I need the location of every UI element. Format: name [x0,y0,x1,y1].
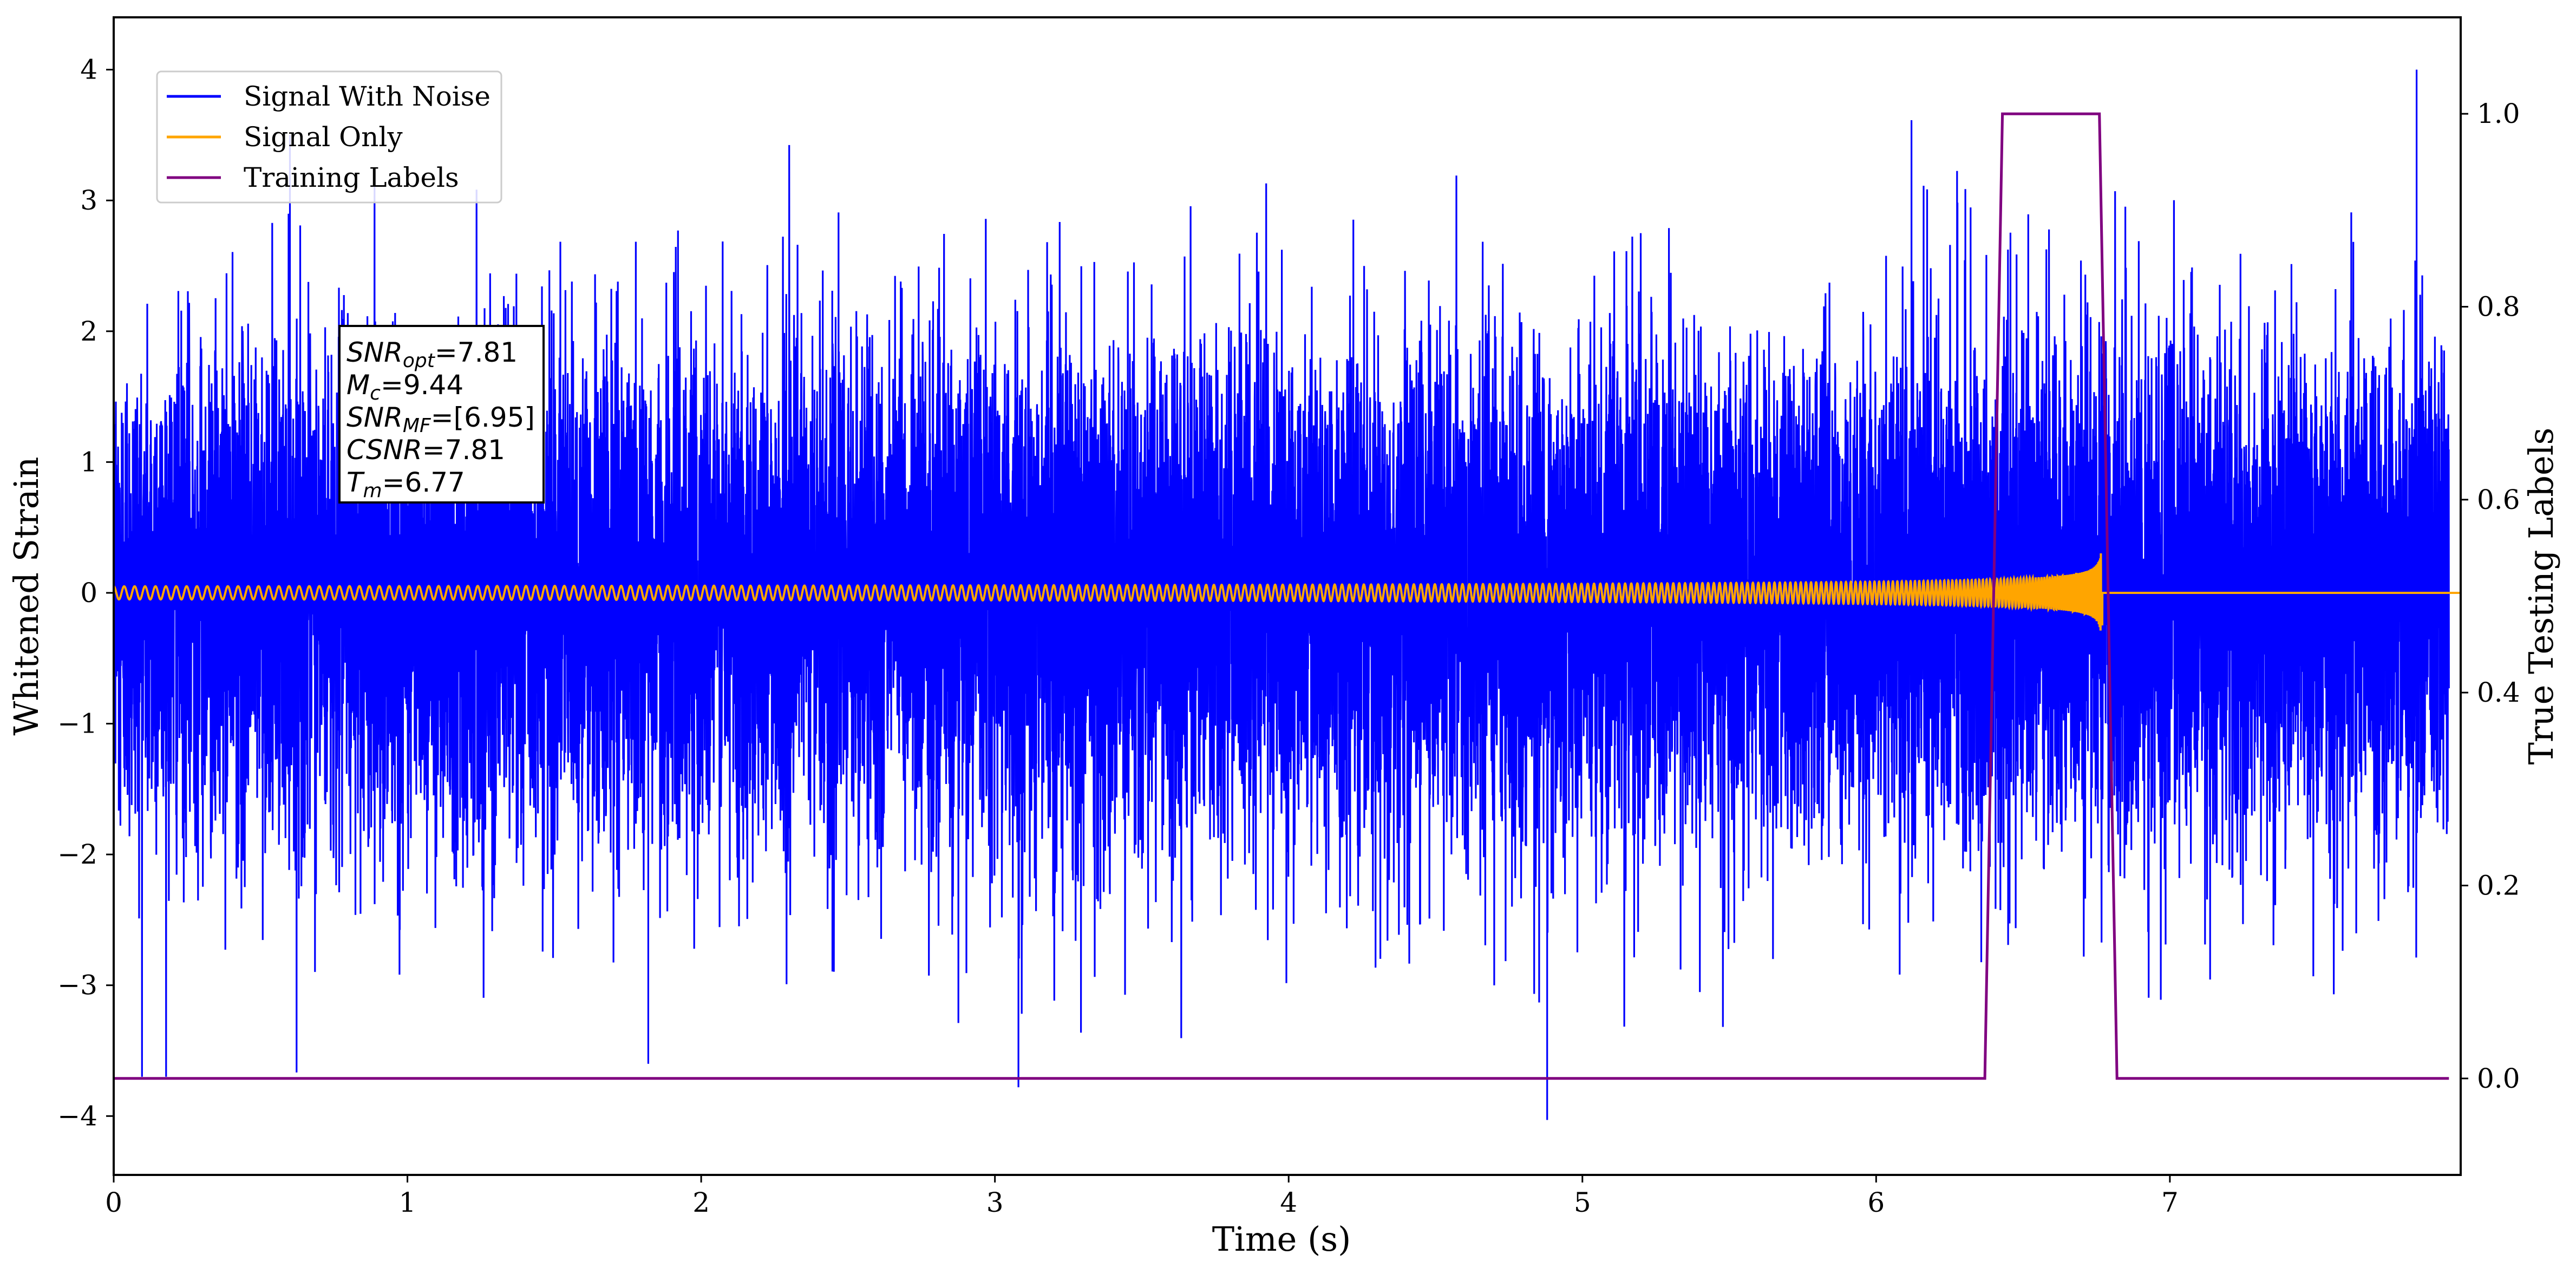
y-axis-title: Whitened Strain [6,457,46,736]
y-tick-label: 4 [80,54,97,86]
y-right-tick-label: 0.2 [2477,870,2520,901]
legend-label: Training Labels [244,162,459,193]
x-tick-label: 5 [1574,1187,1591,1218]
y-axis-right: 1.0 0.8 0.6 0.4 0.2 0.0 [2461,98,2520,1094]
y-right-tick-label: 1.0 [2477,98,2520,129]
y-right-tick-label: 0.4 [2477,677,2520,708]
series-line-signal-only [114,553,2461,631]
legend-label: Signal With Noise [244,81,491,112]
series-line-training-labels [114,112,2449,1080]
y-axis-left: 4 3 2 1 0 −1 −2 −3 −4 [57,54,114,1132]
x-axis: 0 1 2 3 4 5 6 7 [105,1175,2179,1218]
x-tick-label: 3 [986,1187,1004,1218]
annotation-line: SNRopt=7.81 [346,337,518,372]
y-tick-label: 0 [80,577,97,609]
plot-frame [113,16,2462,1176]
x-tick-label: 4 [1280,1187,1297,1218]
annotation-box-frame [338,325,545,504]
x-tick-label: 1 [399,1187,416,1218]
y-right-tick-label: 0.6 [2477,484,2520,515]
y-right-tick-label: 0.8 [2477,291,2520,323]
y-tick-label: 3 [80,185,97,216]
parameter-annotation-box: SNRopt=7.81Mc=9.44SNRMF=[6.95]CSNR=7.81T… [338,325,545,504]
y-tick-label: −4 [57,1100,97,1132]
x-tick-label: 7 [2161,1187,2179,1218]
label-series-layer [114,112,2449,1080]
annotation-line: Mc=9.44 [346,369,463,404]
y-tick-label: −1 [57,708,97,740]
annotation-line: SNRMF=[6.95] [346,402,535,437]
y-tick-label: −2 [57,839,97,870]
x-tick-label: 2 [692,1187,710,1218]
legend-box [156,70,502,204]
x-tick-label: 0 [105,1187,122,1218]
y-axis-right-title: True Testing Labels [2521,428,2561,765]
annotation-line: Tm=6.77 [346,467,465,502]
y-tick-label: −3 [57,970,97,1001]
signal-series-layer [114,553,2461,631]
noise-series-layer [114,69,2450,1120]
annotation-line: CSNR=7.81 [346,434,505,466]
y-tick-label: 1 [80,446,97,478]
legend: Signal With Noise Signal Only Training Lab… [156,70,502,204]
legend-label: Signal Only [244,121,403,153]
x-tick-label: 6 [1867,1187,1885,1218]
y-right-tick-label: 0.0 [2477,1063,2520,1094]
y-tick-label: 2 [80,316,97,347]
x-axis-title: Time (s) [1212,1219,1351,1259]
series-line-signal-with-noise [114,69,2450,1120]
